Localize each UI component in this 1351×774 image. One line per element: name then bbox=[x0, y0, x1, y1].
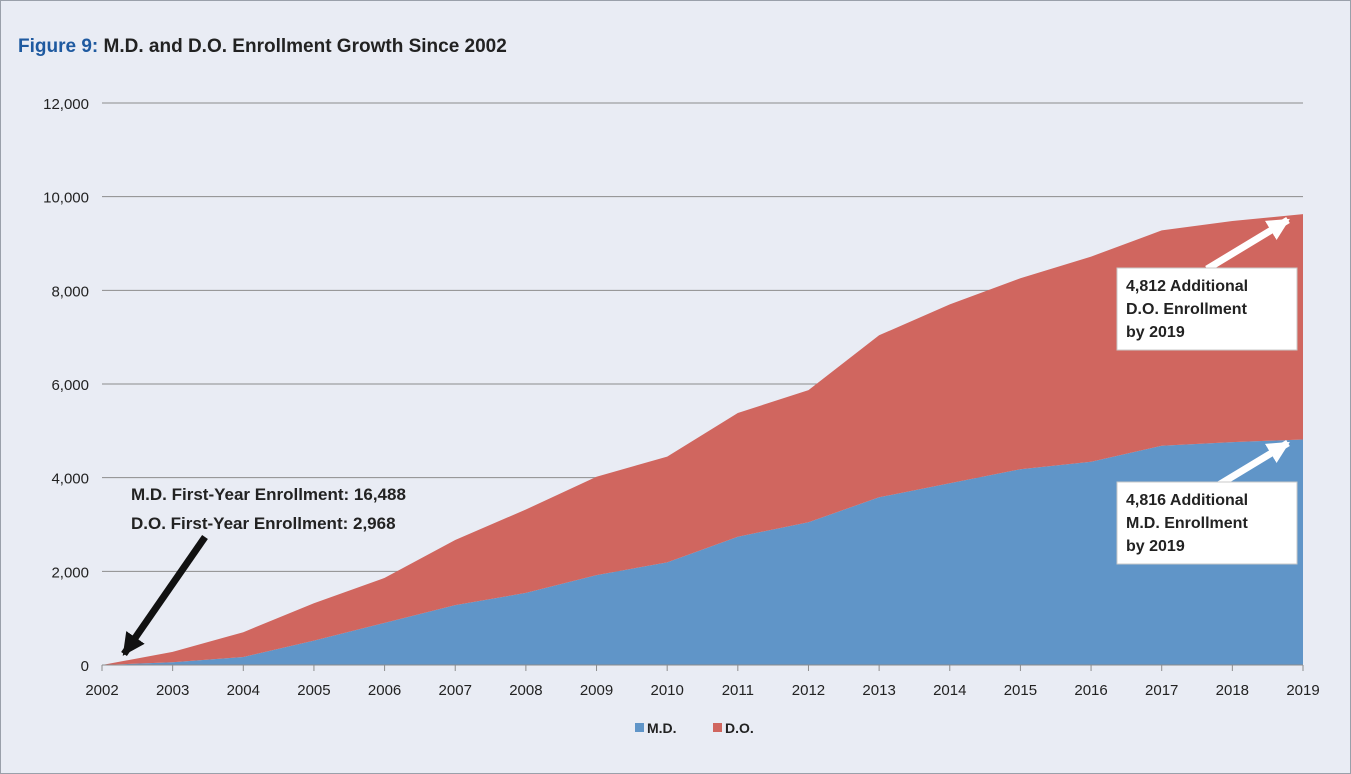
legend-swatch-1 bbox=[713, 723, 722, 732]
x-tick-label: 2003 bbox=[156, 682, 189, 699]
md-callout-bg bbox=[1116, 481, 1298, 565]
do-callout-line: 4,812 Additional bbox=[1126, 278, 1248, 295]
figure-title-text: M.D. and D.O. Enrollment Growth Since 20… bbox=[103, 36, 507, 57]
x-tick-label: 2018 bbox=[1216, 682, 1249, 699]
x-tick-label: 2012 bbox=[792, 682, 825, 699]
y-tick-label: 10,000 bbox=[43, 190, 89, 207]
x-tick-label: 2009 bbox=[580, 682, 613, 699]
do-callout-line: D.O. Enrollment bbox=[1126, 301, 1248, 318]
x-tick-label: 2004 bbox=[227, 682, 260, 699]
first-year-do-text: D.O. First-Year Enrollment: 2,968 bbox=[131, 514, 396, 533]
md-callout-line: by 2019 bbox=[1126, 538, 1185, 555]
do-callout: 4,812 Additional D.O. Enrollment by 2019 bbox=[1116, 267, 1298, 351]
legend-label-0: M.D. bbox=[647, 720, 677, 736]
md-callout-line: M.D. Enrollment bbox=[1126, 515, 1248, 532]
figure-number: Figure 9: bbox=[18, 36, 99, 57]
y-tick-label: 2,000 bbox=[51, 564, 89, 581]
legend-label-1: D.O. bbox=[725, 720, 754, 736]
x-tick-label: 2015 bbox=[1004, 682, 1037, 699]
y-tick-label: 6,000 bbox=[51, 377, 89, 394]
x-tick-label: 2011 bbox=[722, 682, 754, 699]
x-tick-label: 2010 bbox=[650, 682, 683, 699]
x-tick-label: 2019 bbox=[1286, 682, 1319, 699]
x-tick-label: 2002 bbox=[85, 682, 118, 699]
x-tick-label: 2006 bbox=[368, 682, 401, 699]
md-callout-line: 4,816 Additional bbox=[1126, 492, 1248, 509]
do-arrow bbox=[1205, 217, 1290, 272]
first-year-md-text: M.D. First-Year Enrollment: 16,488 bbox=[131, 485, 406, 504]
do-callout-line: by 2019 bbox=[1126, 324, 1185, 341]
figure-title: Figure 9: M.D. and D.O. Enrollment Growt… bbox=[18, 36, 507, 58]
y-tick-label: 0 bbox=[81, 658, 89, 675]
x-tick-label: 2016 bbox=[1074, 682, 1107, 699]
y-tick-label: 8,000 bbox=[51, 283, 89, 300]
x-tick-label: 2017 bbox=[1145, 682, 1178, 699]
x-tick-label: 2014 bbox=[933, 682, 966, 699]
md-callout: 4,816 Additional M.D. Enrollment by 2019 bbox=[1116, 481, 1298, 565]
y-tick-label: 4,000 bbox=[51, 471, 89, 488]
x-tick-label: 2008 bbox=[509, 682, 542, 699]
legend-swatch-0 bbox=[635, 723, 644, 732]
do-callout-bg bbox=[1116, 267, 1298, 351]
first-year-arrow bbox=[121, 535, 208, 656]
x-tick-label: 2007 bbox=[439, 682, 472, 699]
x-tick-label: 2005 bbox=[297, 682, 330, 699]
y-tick-label: 12,000 bbox=[43, 96, 89, 113]
x-tick-label: 2013 bbox=[862, 682, 895, 699]
series-area-1 bbox=[102, 214, 1303, 665]
series-area-0 bbox=[102, 439, 1303, 665]
